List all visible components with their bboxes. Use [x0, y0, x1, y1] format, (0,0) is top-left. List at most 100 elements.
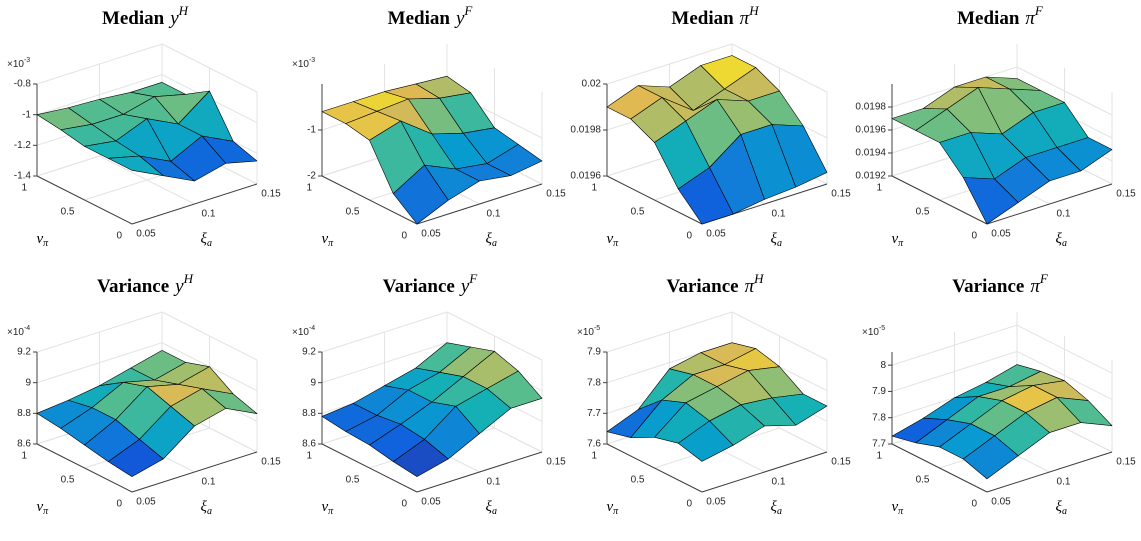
- y-tick-label: 1: [876, 451, 882, 462]
- z-tick-label: 8: [880, 360, 886, 371]
- y-label-var: ν: [607, 231, 614, 247]
- x-tick-label: 0.15: [1116, 189, 1136, 200]
- y-axis: [36, 443, 133, 493]
- z-tick-label: 9: [25, 377, 31, 388]
- y-label-var: ν: [37, 231, 44, 247]
- z-tick-label: 7.9: [872, 386, 886, 397]
- z-tick-label: 8.6: [17, 439, 31, 450]
- x-axis-label: ξa: [486, 231, 497, 249]
- y-label-var: ν: [607, 499, 614, 515]
- x-tick-label: 0.05: [991, 229, 1011, 240]
- chart-title: Median yF: [388, 3, 474, 29]
- x-axis-label: ξa: [771, 499, 782, 517]
- surface-face: [962, 177, 1019, 225]
- x-tick-label: 0.1: [202, 209, 216, 220]
- x-label-sub: a: [1062, 238, 1067, 249]
- y-axis: [321, 443, 418, 493]
- chart-title: Variance πH: [666, 271, 764, 297]
- x-axis: [701, 451, 828, 493]
- x-tick-label: 0.1: [487, 477, 501, 488]
- title-text: Median: [957, 8, 1020, 29]
- chart-title: Variance yH: [97, 271, 194, 297]
- y-label-var: ν: [322, 231, 329, 247]
- title-sup: H: [753, 271, 764, 286]
- x-axis: [131, 183, 258, 225]
- x-tick-label: 0.05: [706, 229, 726, 240]
- x-axis-label: ξa: [486, 499, 497, 517]
- y-tick-label: 0.5: [346, 475, 360, 486]
- y-axis-label: νπ: [322, 499, 335, 517]
- surface-face: [107, 439, 164, 477]
- x-tick-label: 0.05: [421, 497, 441, 508]
- z-tick-label: -0.8: [14, 79, 32, 90]
- z-tick-label: 9.2: [17, 347, 31, 358]
- surface-panel: 8.6 8.8 9 9.2 0.05 0.1 0.15 0 0.5 1 Variance yF ×10-…: [292, 271, 566, 517]
- x-label-var: ξ: [486, 231, 493, 247]
- z-tick-label: 0.0198: [570, 125, 601, 136]
- title-text: Variance: [383, 276, 455, 297]
- surface-panel: 0.0192 0.0194 0.0196 0.0198 0.05 0.1 0.15 0 0.5 1…: [855, 3, 1136, 249]
- x-axis-label: ξa: [201, 499, 212, 517]
- y-tick-label: 0.5: [631, 475, 645, 486]
- x-tick-label: 0.15: [831, 457, 851, 468]
- y-label-sub: π: [43, 506, 49, 517]
- surface-face: [962, 435, 1019, 480]
- z-tick-label: 8.8: [17, 408, 31, 419]
- exponent-exp: -4: [24, 325, 30, 332]
- title-sup: F: [1034, 3, 1044, 18]
- title-var: π: [740, 8, 750, 29]
- x-axis: [416, 451, 543, 493]
- x-tick-label: 0.1: [772, 209, 786, 220]
- exponent-exp: -5: [594, 325, 600, 332]
- x-label-sub: a: [777, 238, 782, 249]
- y-tick-label: 0: [971, 231, 977, 242]
- y-tick-label: 0: [686, 231, 692, 242]
- y-axis: [606, 443, 703, 493]
- surface-face: [107, 155, 164, 176]
- z-tick-label: 0.0196: [855, 125, 886, 136]
- title-var: π: [1025, 8, 1035, 29]
- y-tick-label: 1: [306, 451, 312, 462]
- z-tick-label: 0.02: [582, 79, 602, 90]
- z-exponent: ×10-4: [7, 325, 30, 338]
- x-label-sub: a: [492, 506, 497, 517]
- x-axis-label: ξa: [201, 231, 212, 249]
- y-axis: [321, 175, 418, 225]
- x-label-sub: a: [207, 238, 212, 249]
- exponent-base: ×10: [7, 59, 24, 70]
- y-axis-label: νπ: [607, 499, 620, 517]
- y-label-sub: π: [898, 506, 904, 517]
- surface-panel: -2 -1 0.05 0.1 0.15 0 0.5 1 Median yF ×10-3 νπ ξa: [292, 3, 566, 249]
- x-label-sub: a: [207, 506, 212, 517]
- surface-face: [392, 439, 449, 477]
- y-label-var: ν: [37, 499, 44, 515]
- y-label-var: ν: [892, 499, 899, 515]
- z-exponent: ×10-3: [292, 57, 315, 70]
- y-tick-label: 0.5: [916, 475, 930, 486]
- y-tick-label: 1: [21, 451, 27, 462]
- x-tick-label: 0.1: [487, 209, 501, 220]
- title-var: π: [1030, 276, 1040, 297]
- x-tick-label: 0.1: [772, 477, 786, 488]
- x-tick-label: 0.05: [706, 497, 726, 508]
- title-var: y: [173, 276, 184, 297]
- x-label-var: ξ: [486, 499, 493, 515]
- z-tick-label: 9.2: [302, 347, 316, 358]
- z-tick-label: 7.8: [587, 377, 601, 388]
- y-label-sub: π: [613, 238, 619, 249]
- x-axis-label: ξa: [1056, 499, 1067, 517]
- chart-title: Median yH: [102, 3, 189, 29]
- z-exponent: ×10-4: [292, 325, 315, 338]
- y-tick-label: 0: [686, 499, 692, 510]
- y-axis: [891, 175, 988, 225]
- exponent-exp: -4: [309, 325, 315, 332]
- y-tick-label: 0.5: [61, 475, 75, 486]
- y-axis-label: νπ: [322, 231, 335, 249]
- y-label-var: ν: [892, 231, 899, 247]
- surface-panel: -1.4 -1.2 -1 -0.8 0.05 0.1 0.15 0 0.5 1 Median yH ×1…: [7, 3, 281, 249]
- x-label-var: ξ: [771, 499, 778, 515]
- x-tick-label: 0.15: [261, 189, 281, 200]
- title-text: Median: [388, 8, 451, 29]
- x-tick-label: 0.1: [1057, 209, 1071, 220]
